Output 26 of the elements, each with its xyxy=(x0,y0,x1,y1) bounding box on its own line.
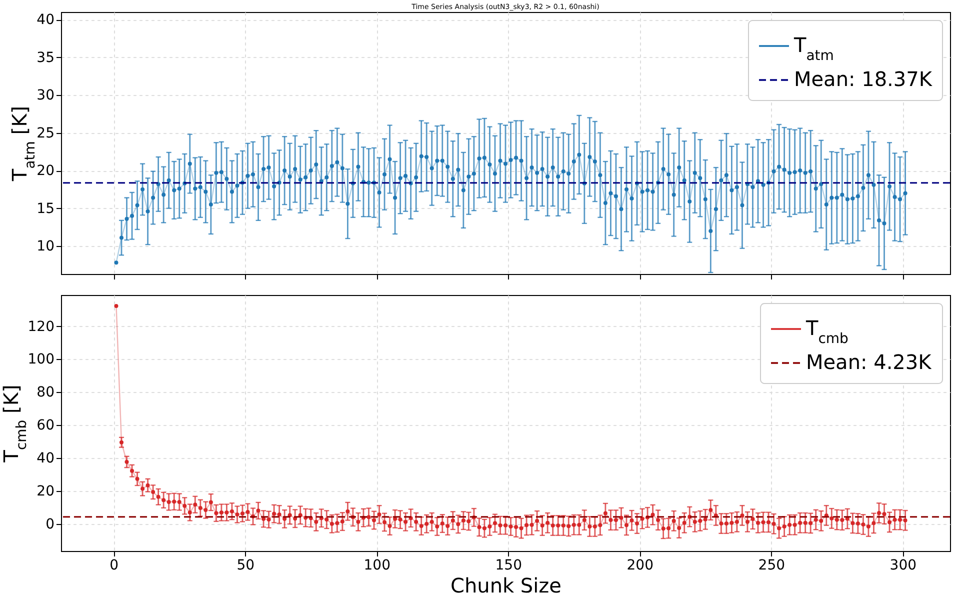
y-tick-label: 0 xyxy=(46,516,54,532)
x-tick-label: 250 xyxy=(758,558,786,574)
x-tick-label: 200 xyxy=(626,558,654,574)
y-tick-label: 40 xyxy=(36,450,54,466)
y-tick-label: 25 xyxy=(36,125,54,142)
y-tick-label: 60 xyxy=(36,418,54,434)
legend-label: Mean: 18.37K xyxy=(794,67,933,91)
x-tick-label: 0 xyxy=(110,558,119,574)
y-tick-label: 40 xyxy=(36,12,54,28)
y-tick-label: 80 xyxy=(36,384,54,401)
legend-label: Mean: 4.23K xyxy=(806,350,932,374)
y-tick-label: 100 xyxy=(28,352,54,368)
x-tick-label: 100 xyxy=(364,558,390,574)
y-tick-label: 120 xyxy=(28,318,54,335)
y-tick-label: 20 xyxy=(36,163,54,180)
y-tick-label: 15 xyxy=(36,200,54,217)
x-axis-title: Chunk Size xyxy=(450,574,562,598)
legend-label: T$_{atm}$ xyxy=(793,33,834,64)
y-tick-label: 20 xyxy=(36,483,54,500)
x-tick-label: 50 xyxy=(236,558,255,574)
x-tick-label: 300 xyxy=(890,558,917,574)
x-tick-label: 150 xyxy=(495,558,522,574)
legend-label: T$_{cmb}$ xyxy=(805,316,849,347)
y-tick-label: 35 xyxy=(36,50,54,66)
y-tick-label: 30 xyxy=(36,88,54,104)
y-tick-label: 10 xyxy=(36,238,54,255)
